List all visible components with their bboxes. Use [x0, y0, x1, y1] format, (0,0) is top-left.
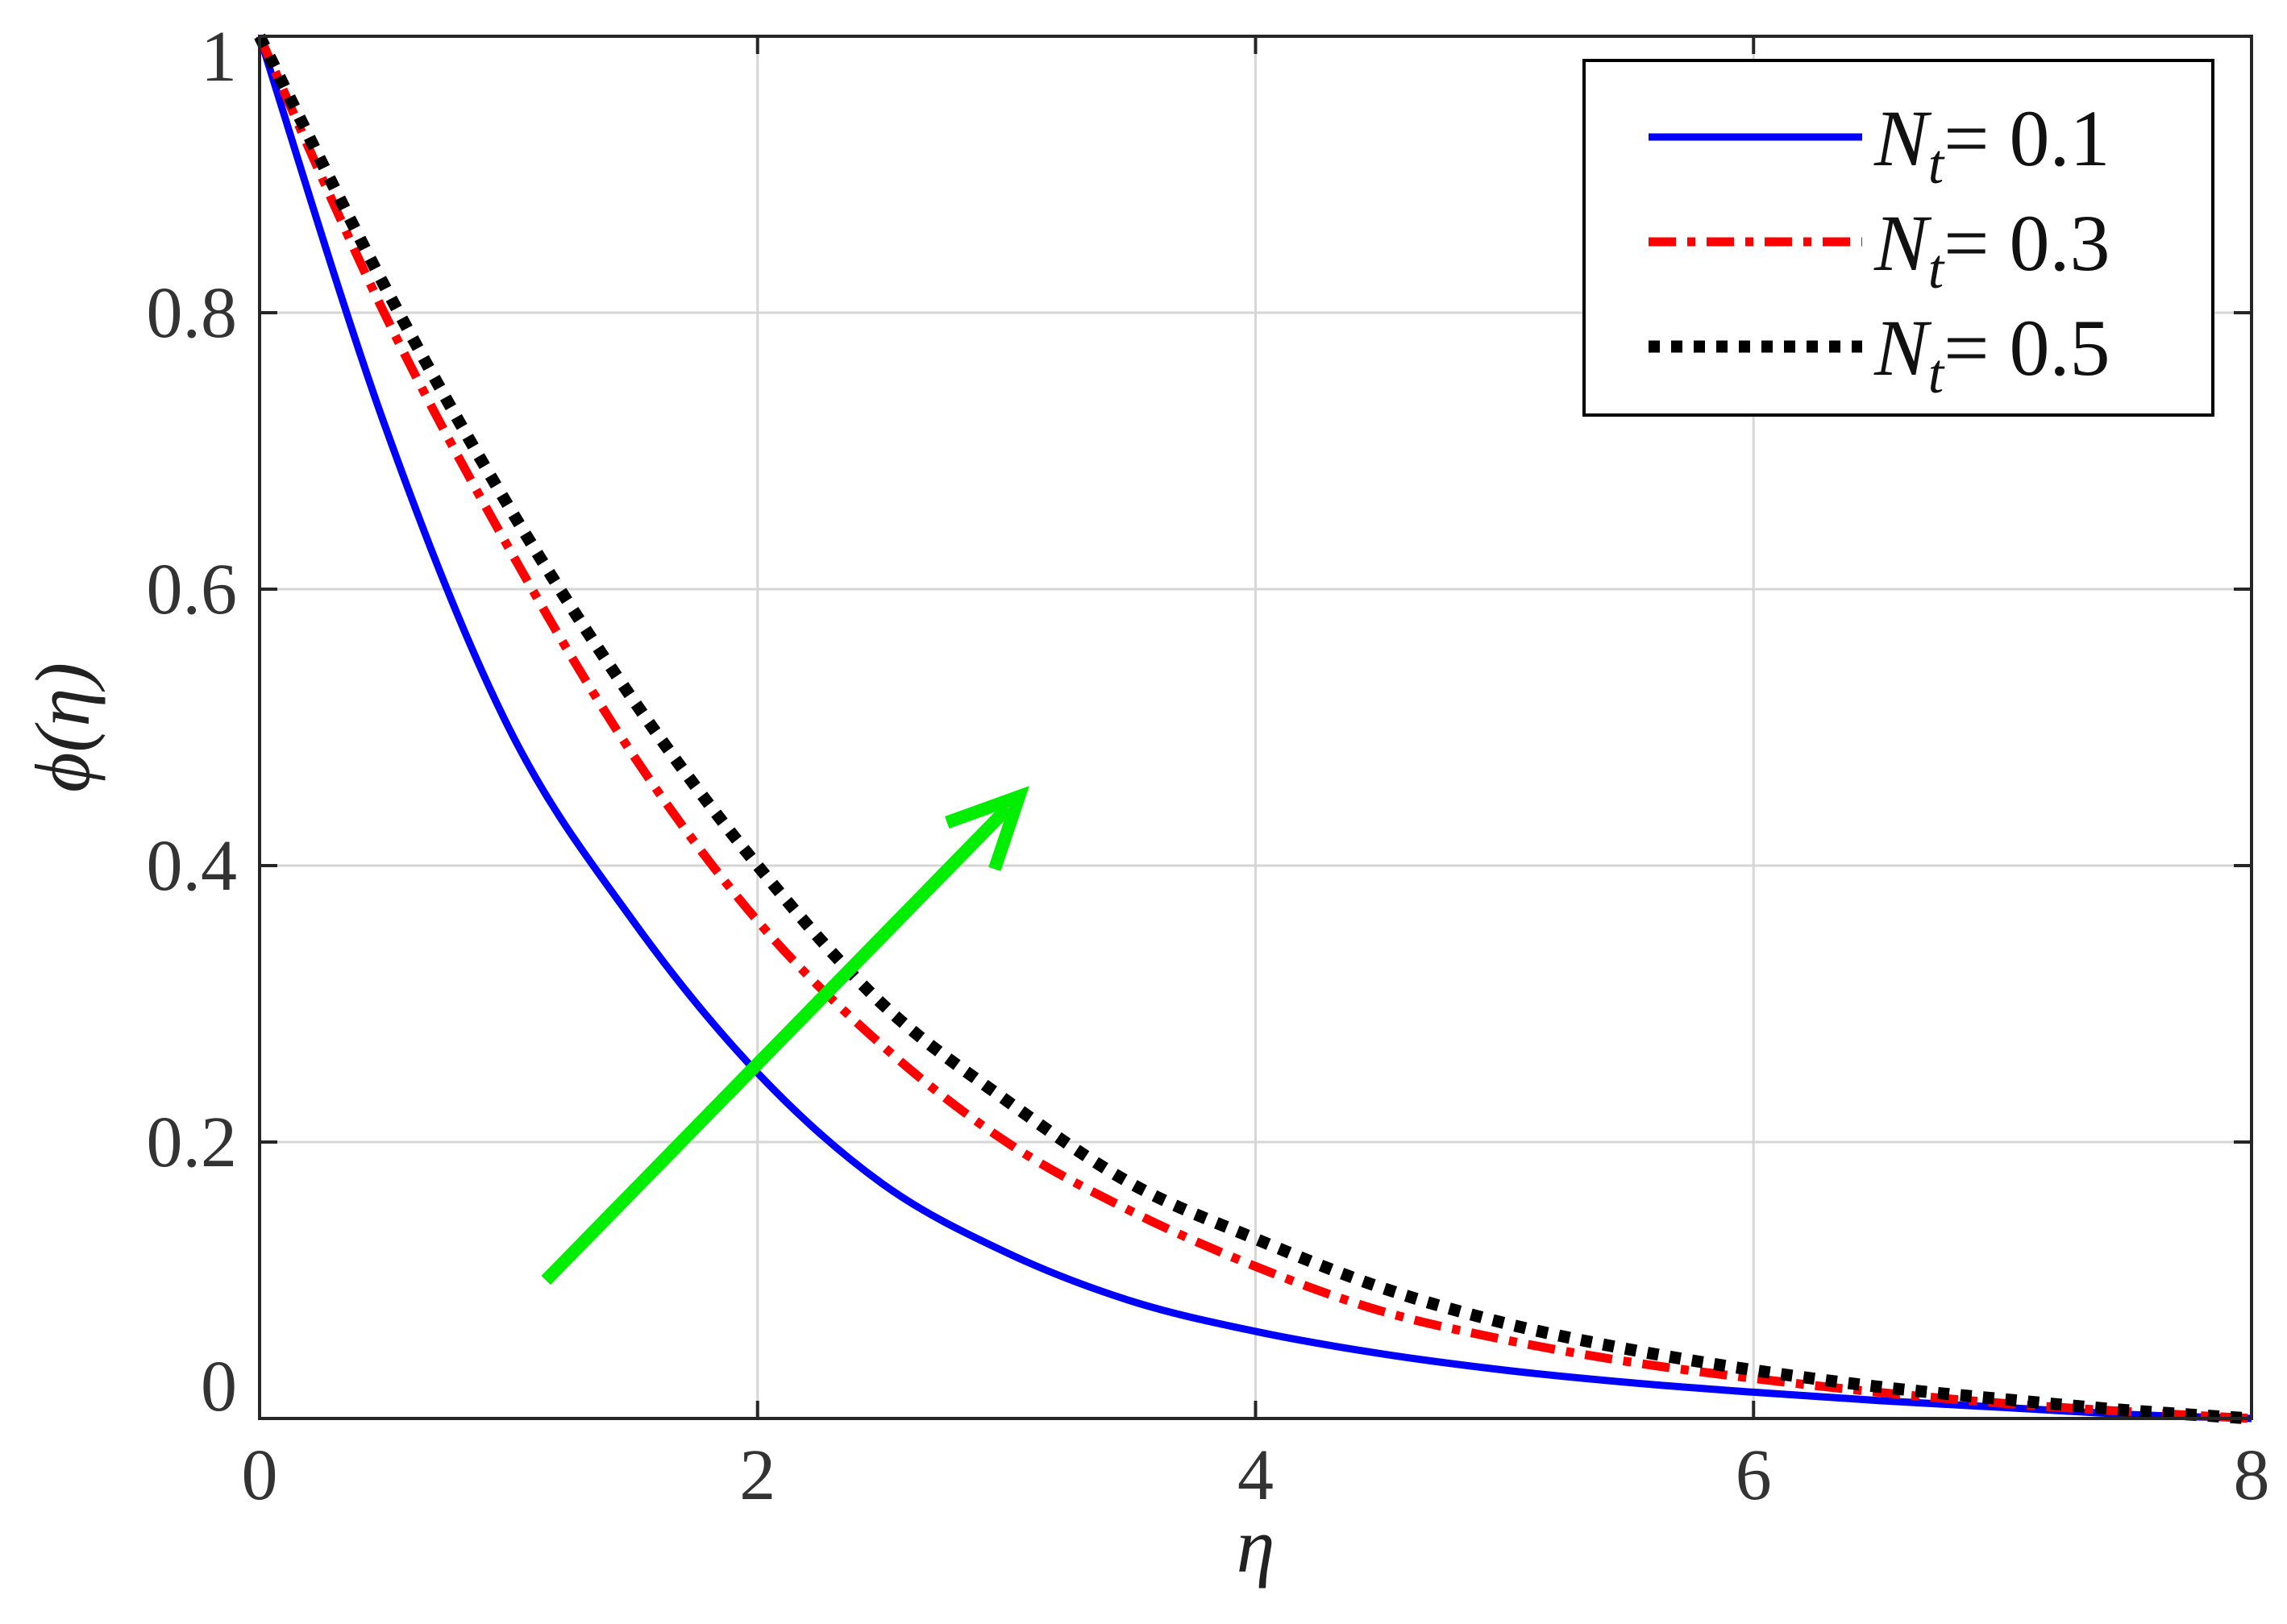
series-line-1 [256, 35, 2252, 1423]
y-tick-label: 0 [201, 1347, 237, 1427]
arrow-shaft [541, 803, 1013, 1285]
x-tick-label: 4 [1237, 1435, 1274, 1515]
x-tick-label: 8 [2234, 1435, 2270, 1515]
legend-value: = 0.1 [1944, 93, 2110, 183]
legend-subscript: t [1928, 239, 1945, 301]
y-tick-label: 1 [201, 17, 237, 97]
legend-subscript: t [1928, 343, 1945, 405]
legend-items: Nt= 0.1Nt= 0.3Nt= 0.5 [1649, 93, 2110, 405]
legend-symbol: N [1873, 93, 1932, 183]
ticks: 0 2 4 6 8 0 0.2 0.4 0.6 0.8 1 [147, 17, 2270, 1515]
y-tick-label: 0.4 [147, 826, 238, 906]
arrow-head [945, 786, 1029, 871]
legend-label-3: Nt= 0.5 [1873, 303, 2110, 405]
legend: Nt= 0.1Nt= 0.3Nt= 0.5 [1582, 59, 2214, 417]
y-tick-label: 0.2 [147, 1103, 238, 1182]
y-tick-label: 0.8 [147, 273, 238, 353]
series-layer [254, 33, 2252, 1425]
legend-symbol: N [1873, 303, 1932, 393]
x-tick-label: 2 [739, 1435, 776, 1515]
x-axis-label: η [1237, 1502, 1275, 1589]
y-axis-label: ϕ(η) [19, 662, 106, 792]
x-tick-label: 0 [242, 1435, 278, 1515]
legend-value: = 0.3 [1944, 198, 2110, 288]
legend-value: = 0.5 [1944, 303, 2110, 393]
series-line-3 [254, 33, 2252, 1425]
y-tick-label: 0.6 [147, 550, 238, 629]
x-tick-label: 6 [1736, 1435, 1772, 1515]
legend-subscript: t [1928, 134, 1945, 196]
annotation-layer [541, 786, 1029, 1285]
legend-symbol: N [1873, 198, 1932, 288]
legend-label-1: Nt= 0.1 [1873, 93, 2110, 196]
legend-label-2: Nt= 0.3 [1873, 198, 2110, 301]
